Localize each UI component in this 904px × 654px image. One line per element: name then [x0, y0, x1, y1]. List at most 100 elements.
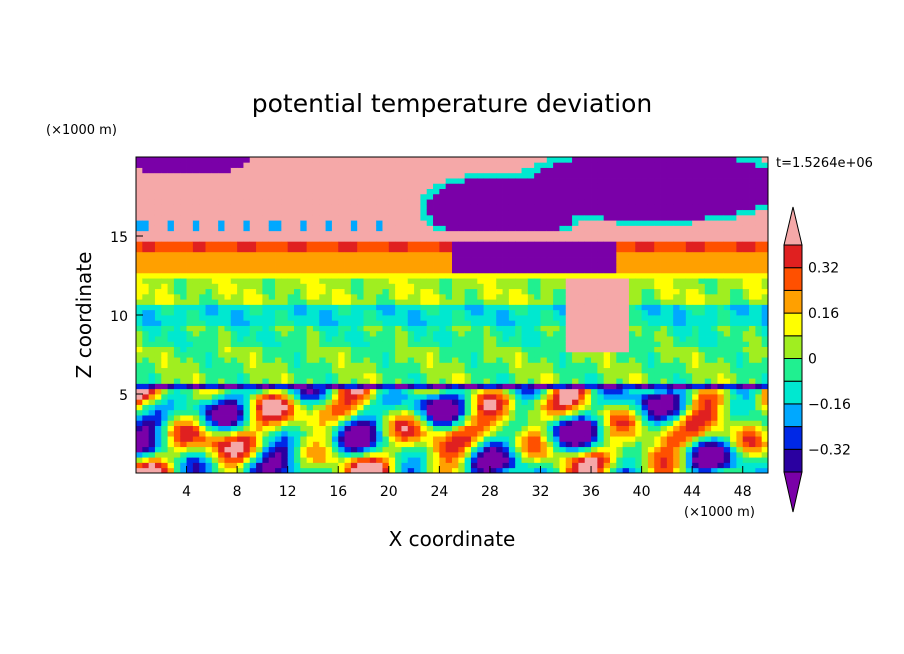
heatmap-cell	[572, 320, 579, 326]
heatmap-cell	[540, 162, 548, 168]
heatmap-cell	[199, 162, 206, 168]
heatmap-cell	[527, 357, 535, 363]
heatmap-cell	[281, 462, 289, 469]
heatmap-cell	[477, 372, 484, 379]
heatmap-cell	[622, 425, 630, 432]
heatmap-cell	[635, 309, 642, 316]
heatmap-cell	[186, 457, 194, 463]
heatmap-cell	[224, 288, 232, 295]
heatmap-cell	[628, 241, 636, 247]
heatmap-cell	[439, 336, 447, 342]
heatmap-cell	[458, 383, 466, 390]
heatmap-cell	[521, 267, 529, 274]
heatmap-cell	[300, 193, 308, 200]
heatmap-cell	[249, 257, 257, 263]
heatmap-cell	[369, 230, 377, 237]
heatmap-cell	[173, 220, 181, 226]
heatmap-cell	[300, 446, 308, 453]
heatmap-cell	[622, 246, 630, 253]
heatmap-cell	[306, 162, 314, 168]
heatmap-cell	[401, 236, 409, 242]
heatmap-cell	[591, 446, 598, 453]
heatmap-cell	[660, 430, 668, 437]
heatmap-cell	[388, 246, 396, 253]
heatmap-cell	[199, 178, 206, 184]
heatmap-cell	[268, 399, 276, 405]
heatmap-cell	[401, 457, 409, 463]
heatmap-cell	[287, 457, 295, 463]
heatmap-cell	[591, 404, 598, 411]
heatmap-cell	[382, 209, 390, 216]
heatmap-cell	[553, 404, 560, 411]
heatmap-cell	[591, 162, 598, 168]
heatmap-cell	[635, 230, 642, 237]
heatmap-cell	[452, 157, 459, 163]
heatmap-cell	[515, 441, 522, 448]
heatmap-cell	[211, 409, 219, 416]
heatmap-cell	[628, 288, 636, 295]
heatmap-cell	[591, 209, 598, 216]
heatmap-cell	[407, 362, 415, 369]
heatmap-cell	[610, 209, 617, 216]
heatmap-cell	[591, 288, 598, 295]
heatmap-cell	[401, 420, 409, 426]
heatmap-cell	[338, 214, 345, 221]
heatmap-cell	[249, 293, 257, 300]
heatmap-cell	[300, 236, 308, 242]
heatmap-cell	[312, 320, 320, 326]
heatmap-cell	[186, 257, 194, 263]
heatmap-cell	[603, 225, 611, 232]
heatmap-cell	[414, 251, 421, 258]
heatmap-cell	[186, 278, 194, 284]
heatmap-cell	[230, 346, 238, 353]
heatmap-cell	[452, 330, 459, 337]
heatmap-cell	[382, 330, 390, 337]
heatmap-cell	[338, 409, 345, 416]
heatmap-cell	[572, 309, 579, 316]
heatmap-cell	[382, 188, 390, 195]
heatmap-cell	[452, 420, 459, 426]
heatmap-cell	[230, 425, 238, 432]
heatmap-cell	[483, 415, 491, 421]
heatmap-cell	[496, 214, 503, 221]
heatmap-cell	[515, 199, 522, 205]
heatmap-cell	[357, 367, 364, 374]
heatmap-cell	[319, 299, 326, 305]
heatmap-cell	[363, 299, 371, 305]
heatmap-cell	[243, 225, 251, 232]
heatmap-cell	[325, 172, 333, 179]
heatmap-cell	[192, 341, 200, 347]
heatmap-cell	[211, 283, 219, 290]
heatmap-cell	[300, 309, 308, 316]
heatmap-cell	[647, 288, 655, 295]
heatmap-cell	[578, 272, 586, 279]
heatmap-cell	[312, 209, 320, 216]
heatmap-cell	[553, 230, 560, 237]
heatmap-cell	[218, 299, 225, 305]
heatmap-cell	[407, 378, 415, 384]
heatmap-cell	[350, 330, 358, 337]
heatmap-cell	[616, 272, 624, 279]
heatmap-cell	[534, 246, 541, 253]
heatmap-cell	[470, 214, 478, 221]
heatmap-cell	[136, 404, 143, 411]
heatmap-cell	[597, 315, 605, 321]
heatmap-cell	[584, 357, 592, 363]
heatmap-cell	[357, 315, 364, 321]
heatmap-cell	[477, 178, 484, 184]
heatmap-cell	[142, 341, 150, 347]
heatmap-cell	[591, 320, 598, 326]
heatmap-cell	[458, 441, 466, 448]
heatmap-cell	[559, 299, 567, 305]
heatmap-cell	[489, 399, 497, 405]
heatmap-cell	[154, 293, 162, 300]
heatmap-cell	[489, 372, 497, 379]
heatmap-cell	[395, 309, 402, 316]
heatmap-cell	[148, 357, 156, 363]
heatmap-cell	[287, 257, 295, 263]
heatmap-cell	[186, 230, 194, 237]
heatmap-cell	[357, 214, 364, 221]
heatmap-cell	[616, 309, 624, 316]
heatmap-cell	[496, 420, 503, 426]
heatmap-cell	[294, 346, 301, 353]
